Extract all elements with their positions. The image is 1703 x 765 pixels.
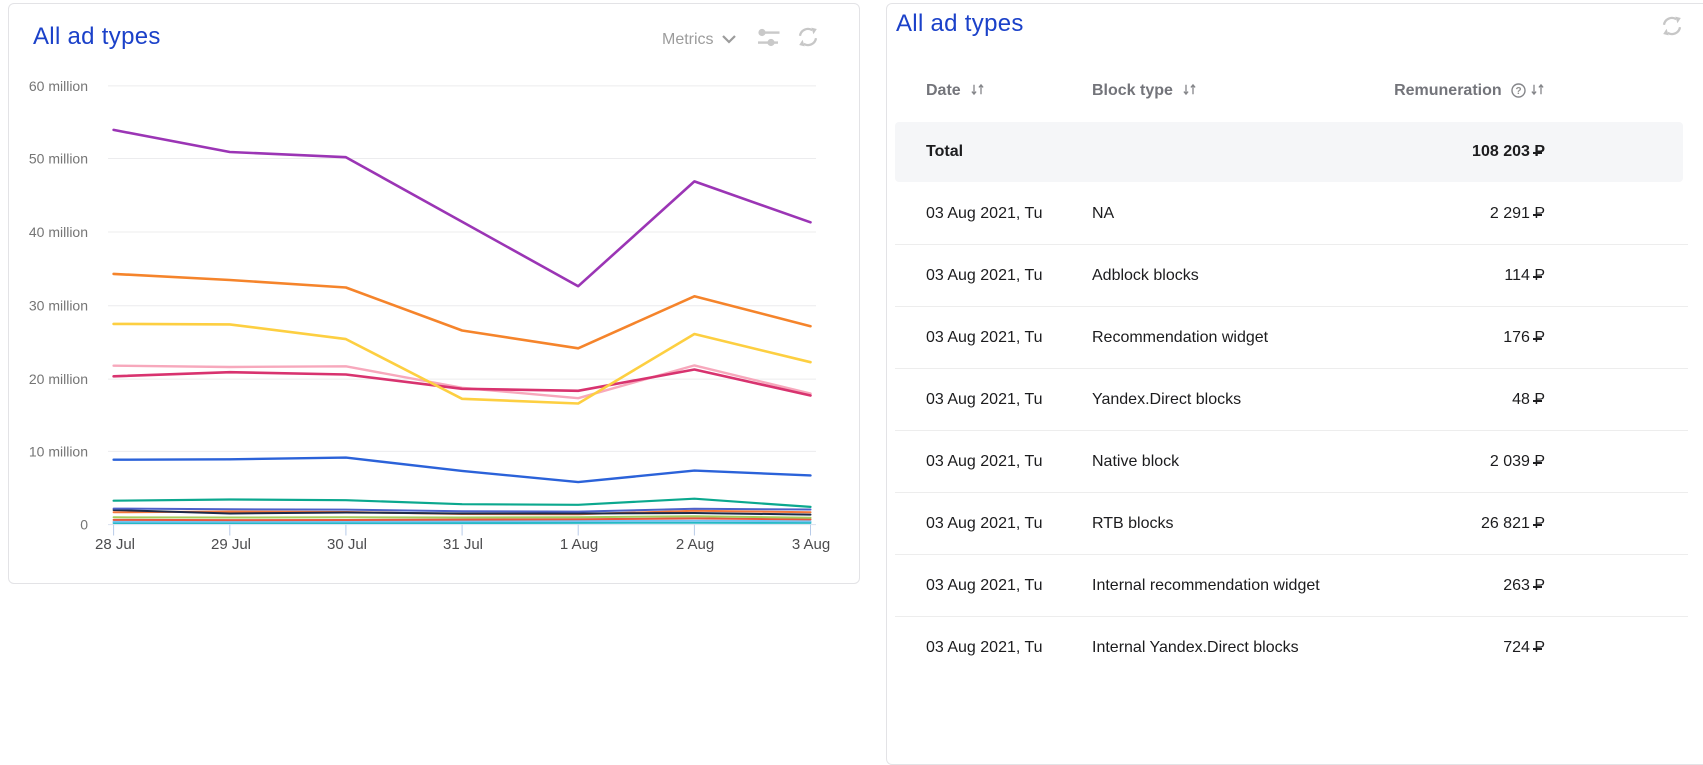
svg-text:60 million: 60 million bbox=[29, 78, 88, 94]
svg-text:20 million: 20 million bbox=[29, 371, 88, 387]
svg-text:3 Aug: 3 Aug bbox=[792, 536, 830, 553]
svg-text:?: ? bbox=[1515, 86, 1521, 97]
svg-text:10 million: 10 million bbox=[29, 443, 88, 459]
svg-text:30 Jul: 30 Jul bbox=[327, 536, 367, 553]
svg-text:0: 0 bbox=[80, 517, 88, 533]
svg-text:40 million: 40 million bbox=[29, 224, 88, 240]
svg-text:28 Jul: 28 Jul bbox=[95, 536, 135, 553]
svg-text:29 Jul: 29 Jul bbox=[211, 536, 251, 553]
svg-text:30 million: 30 million bbox=[29, 298, 88, 314]
svg-text:50 million: 50 million bbox=[29, 151, 88, 167]
svg-text:31 Jul: 31 Jul bbox=[443, 536, 483, 553]
svg-text:1 Aug: 1 Aug bbox=[560, 536, 598, 553]
svg-text:2 Aug: 2 Aug bbox=[676, 536, 714, 553]
